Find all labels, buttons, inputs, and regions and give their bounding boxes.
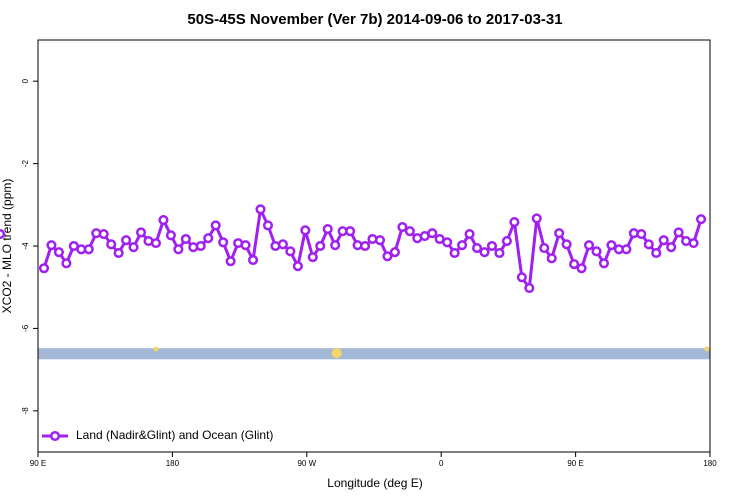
point [464,229,475,240]
point [46,240,57,251]
point [262,220,274,231]
y-tick-label: -2 [21,159,30,167]
y-tick-label: -6 [21,324,30,332]
x-tick-label: 90 E [567,459,583,468]
point [315,240,326,252]
point [218,237,229,248]
point [247,254,259,266]
point [382,251,393,262]
point [0,229,6,240]
point [457,240,468,251]
point [501,236,512,247]
point [322,224,333,235]
point [240,240,251,251]
point [583,240,595,251]
point [479,247,490,258]
point [83,244,94,255]
point [113,247,124,259]
point [643,239,654,250]
point [292,261,303,272]
point [180,233,191,245]
point [345,226,356,237]
point [569,259,580,270]
point [173,244,184,255]
point [539,243,550,254]
point [658,235,669,246]
x-tick-label: 0 [439,459,444,468]
point [389,247,400,258]
point [516,272,527,283]
point [165,230,176,241]
point [203,233,214,244]
point [554,228,565,239]
point [546,253,557,264]
y-tick-label: -4 [21,242,30,250]
point [277,239,288,250]
x-tick-label: 90 W [297,459,316,468]
point [61,258,72,269]
point [576,263,587,274]
point [106,239,117,250]
point [225,256,236,267]
point [688,238,699,249]
point [449,247,460,259]
point [121,235,132,246]
highlight-point [153,346,159,352]
legend-marker [49,430,61,442]
y-tick-label: -8 [21,407,30,415]
point [442,237,453,248]
point [255,204,266,215]
point [561,239,572,250]
point [591,246,602,257]
x-tick-label: 180 [166,459,180,468]
point [195,240,206,252]
point [524,282,535,294]
point [486,240,498,252]
point [285,246,296,257]
x-tick-label: 180 [703,459,717,468]
highlight-point [704,346,710,352]
point [374,235,386,246]
point [98,229,109,240]
point [359,240,371,252]
series-line [42,204,703,293]
point [621,244,632,255]
point [606,240,617,251]
point [300,225,311,236]
point [531,213,542,224]
band [38,348,710,360]
point [128,242,139,253]
point [471,243,483,254]
point [135,227,147,238]
point [330,240,341,251]
point [666,242,677,253]
chart-title: 50S-45S November (Ver 7b) 2014-09-06 to … [187,11,562,28]
point [494,247,505,259]
highlight-point [331,348,342,359]
point [673,227,684,238]
point [636,229,647,240]
point [210,220,221,231]
point [158,214,169,226]
point [404,226,415,237]
point [53,247,64,258]
point [397,221,408,233]
point [427,228,438,239]
y-axis-label: XCO2 - MLO trend (ppm) [0,179,14,314]
point [150,238,162,249]
legend-label: Land (Nadir&Glint) and Ocean (Glint) [76,428,273,442]
y-tick-label: 0 [21,78,30,83]
point [509,217,520,228]
point [598,258,610,269]
point [307,252,318,263]
point [651,247,662,259]
point [695,214,707,225]
point [38,263,50,274]
x-axis-label: Longitude (deg E) [327,476,422,490]
x-tick-label: 90 E [30,459,46,468]
